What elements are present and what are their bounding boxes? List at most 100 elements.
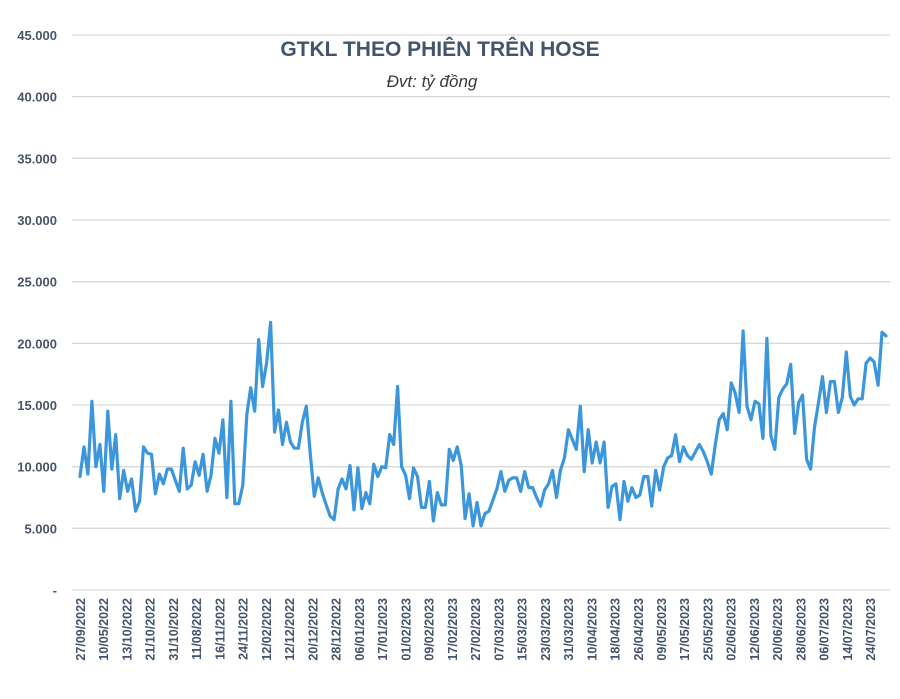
data-point [662,465,665,468]
data-point [404,474,407,477]
data-point [801,393,804,397]
y-tick-label: - [53,583,57,598]
data-point [658,488,661,492]
x-tick-label: 06/07/2023 [818,598,832,661]
data-point [678,460,681,463]
data-point [531,486,534,489]
data-point [674,433,677,436]
data-point [86,472,90,476]
data-point [777,396,780,399]
data-point [849,395,852,398]
x-tick-label: 27/09/2022 [74,598,88,661]
data-point [205,490,209,493]
data-point [364,491,368,494]
x-tick-label: 01/02/2023 [399,598,413,661]
x-tick-label: 15/03/2023 [516,598,530,661]
data-point [440,503,443,507]
data-point [805,458,808,461]
data-point [809,467,812,471]
data-point [213,437,217,440]
data-point [499,470,503,473]
data-point [400,465,403,468]
data-point [221,418,225,421]
data-point [162,482,165,486]
data-point [690,458,693,461]
data-point [825,411,828,414]
data-point [201,453,205,456]
data-point [797,401,800,404]
data-point [324,503,328,507]
data-point [610,485,614,488]
data-point [114,433,117,436]
x-tick-label: 21/10/2022 [144,598,158,661]
data-point [352,508,356,512]
data-point [741,329,745,333]
data-point [356,466,360,470]
data-point [698,443,701,446]
data-point [289,440,292,444]
x-tick-label: 02/06/2023 [725,598,739,661]
x-tick-label: 07/03/2023 [492,598,506,661]
data-point [102,490,106,493]
data-point [158,472,161,476]
data-point [722,412,725,415]
data-point [793,432,796,435]
data-point [348,464,352,467]
data-point [305,405,308,408]
data-point [420,506,423,509]
data-point [193,460,197,463]
gridlines [72,34,890,591]
data-point [761,437,765,440]
data-point [503,490,507,493]
y-tick-label: 45.000 [17,28,57,43]
data-point [857,397,860,401]
data-point [197,474,201,477]
data-point [78,475,82,478]
x-axis-ticks: 27/09/2022 10/05/2022 13/10/2022 21/10/2022… [74,598,878,661]
chart-subtitle: Đvt: tỷ đồng [387,72,478,91]
chart-title: GTKL THEO PHIÊN TRÊN HOSE [280,37,599,61]
y-tick-label: 35.000 [17,151,57,166]
data-point [710,472,713,476]
data-point [166,467,169,471]
series-gtkl [78,320,888,528]
data-point [467,492,471,495]
data-point [845,350,848,354]
x-tick-label: 25/05/2023 [701,598,715,661]
data-point [285,421,288,424]
data-point [253,409,256,413]
data-point [106,409,109,413]
data-point [487,509,491,513]
data-point [602,440,606,444]
data-point [90,400,94,403]
data-point [122,469,125,472]
data-point [257,338,260,341]
data-point [424,506,427,509]
data-point [396,385,399,388]
x-tick-label: 10/04/2023 [585,598,599,661]
data-point [702,450,705,454]
data-point [757,402,761,405]
x-tick-label: 10/05/2022 [97,598,111,661]
data-point [833,380,836,383]
x-tick-label: 31/03/2023 [562,598,576,661]
data-point [82,445,86,449]
data-point [880,331,884,334]
data-point [463,517,467,520]
data-point [686,454,689,457]
data-point [150,453,153,456]
x-tick-label: 12/12/2022 [283,598,297,661]
data-point [336,487,340,491]
data-point [694,450,697,454]
data-point [273,430,276,434]
data-point [380,465,383,468]
data-point [872,360,876,364]
data-point [444,503,447,507]
data-point [491,498,495,502]
data-point [392,443,395,446]
data-point [511,476,514,479]
x-tick-label: 09/05/2023 [655,598,669,661]
data-point [594,440,598,444]
data-point [130,477,133,481]
